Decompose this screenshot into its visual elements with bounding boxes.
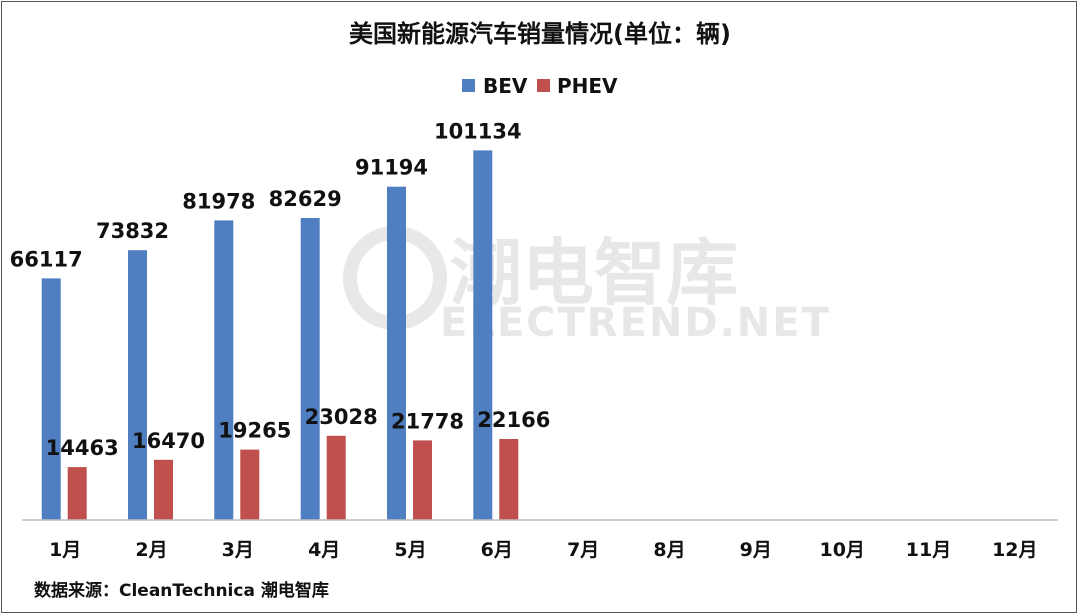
- x-tick-label-9: 9月: [740, 539, 772, 561]
- bar-bev-6: [473, 150, 493, 520]
- data-label-bev-3: 81978: [182, 189, 255, 213]
- bar-phev-5: [413, 440, 432, 520]
- watermark-sub-text: ELECTREND.NET: [440, 300, 831, 346]
- legend: BEV PHEV: [462, 74, 618, 98]
- data-label-bev-1: 66117: [10, 247, 83, 271]
- data-label-bev-5: 91194: [355, 156, 428, 180]
- data-label-phev-5: 21778: [391, 409, 464, 433]
- bar-phev-1: [67, 467, 87, 520]
- data-label-phev-4: 23028: [305, 405, 378, 429]
- watermark: 潮电智库 ELECTREND.NET: [343, 226, 831, 346]
- x-axis-ticks: 1月 2月 3月 4月 5月 6月 7月 8月 9月 10月 11月 12月: [49, 539, 1037, 561]
- bar-bev-3: [214, 220, 234, 520]
- bar-bev-2: [128, 250, 147, 520]
- x-tick-label-3: 3月: [222, 539, 254, 561]
- data-label-bev-2: 73832: [96, 219, 169, 243]
- bar-bev-5: [387, 186, 406, 520]
- bar-phev-4: [326, 435, 346, 520]
- data-labels-group: 66117 14463 73832 16470 81978 19265 82629 23028…: [10, 119, 551, 460]
- chart-title: 美国新能源汽车销量情况(单位：辆): [349, 20, 731, 48]
- x-tick-label-11: 11月: [906, 539, 951, 561]
- bar-phev-2: [154, 459, 173, 520]
- legend-label-phev: PHEV: [557, 74, 618, 98]
- watermark-main-text: 潮电智库: [450, 231, 738, 315]
- x-tick-label-2: 2月: [135, 539, 167, 561]
- data-label-phev-6: 22166: [477, 408, 550, 432]
- data-label-bev-6: 101134: [434, 119, 522, 143]
- x-tick-label-4: 4月: [308, 539, 340, 561]
- data-label-phev-1: 14463: [46, 436, 119, 460]
- bar-phev-3: [240, 449, 260, 520]
- legend-swatch-phev: [537, 79, 550, 92]
- bar-phev-6: [499, 439, 519, 520]
- x-tick-label-5: 5月: [394, 539, 426, 561]
- bars-group: [41, 150, 519, 520]
- bar-bev-4: [300, 218, 320, 520]
- x-tick-label-6: 6月: [481, 539, 513, 561]
- x-tick-label-12: 12月: [992, 539, 1037, 561]
- data-label-phev-2: 16470: [132, 429, 205, 453]
- source-note: 数据来源：CleanTechnica 潮电智库: [34, 580, 329, 601]
- x-tick-label-10: 10月: [819, 539, 864, 561]
- x-tick-label-7: 7月: [567, 539, 599, 561]
- legend-label-bev: BEV: [483, 74, 528, 98]
- data-label-bev-4: 82629: [269, 187, 342, 211]
- x-tick-label-8: 8月: [653, 539, 685, 561]
- legend-swatch-bev: [462, 79, 475, 92]
- data-label-phev-3: 19265: [218, 419, 291, 443]
- x-tick-label-1: 1月: [49, 539, 81, 561]
- bar-bev-1: [41, 278, 61, 520]
